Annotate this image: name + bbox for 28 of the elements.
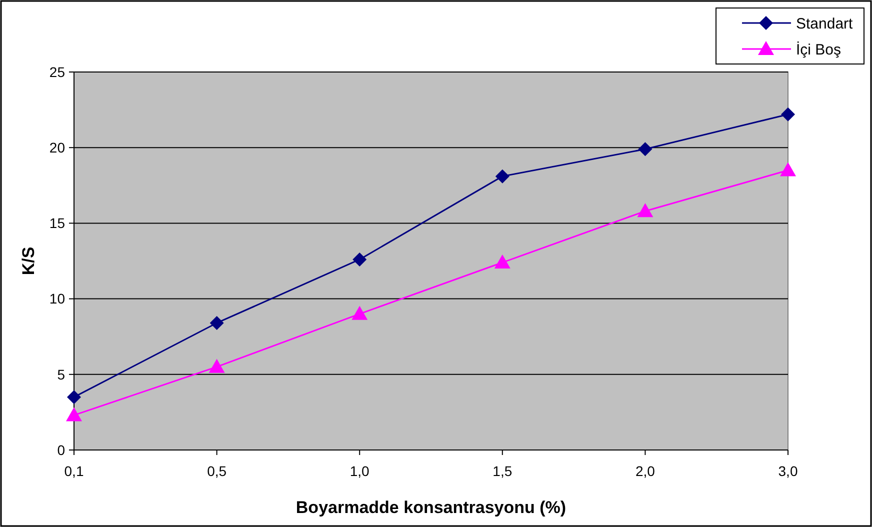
x-tick-label: 2,0 [635, 463, 656, 479]
x-tick-label: 0,1 [64, 463, 84, 479]
y-tick-label: 25 [49, 64, 66, 80]
x-tick-label: 1,5 [492, 463, 512, 479]
point [352, 252, 367, 266]
point [352, 306, 368, 320]
x-axis-title: Boyarmadde konsantrasyonu (%) [296, 498, 566, 517]
y-tick-label: 10 [49, 290, 66, 307]
legend-label: Standart [796, 15, 854, 32]
point [495, 169, 510, 184]
point [780, 162, 796, 176]
point [637, 203, 654, 218]
y-tick-label: 5 [57, 366, 66, 382]
point [638, 142, 652, 156]
point [67, 390, 81, 404]
point [494, 254, 510, 269]
y-tick-label: 0 [57, 442, 66, 458]
y-tick-label: 20 [49, 140, 66, 156]
point [66, 407, 82, 422]
point [781, 107, 795, 122]
x-tick-label: 0,5 [207, 463, 227, 479]
x-tick-label: 1,0 [350, 463, 370, 479]
y-axis-title: K/S [19, 246, 38, 276]
x-tick-label: 3,0 [778, 463, 798, 479]
point [208, 358, 225, 373]
legend-label: İçi Boş [796, 40, 842, 58]
point [210, 316, 224, 330]
y-tick-label: 15 [49, 215, 66, 232]
